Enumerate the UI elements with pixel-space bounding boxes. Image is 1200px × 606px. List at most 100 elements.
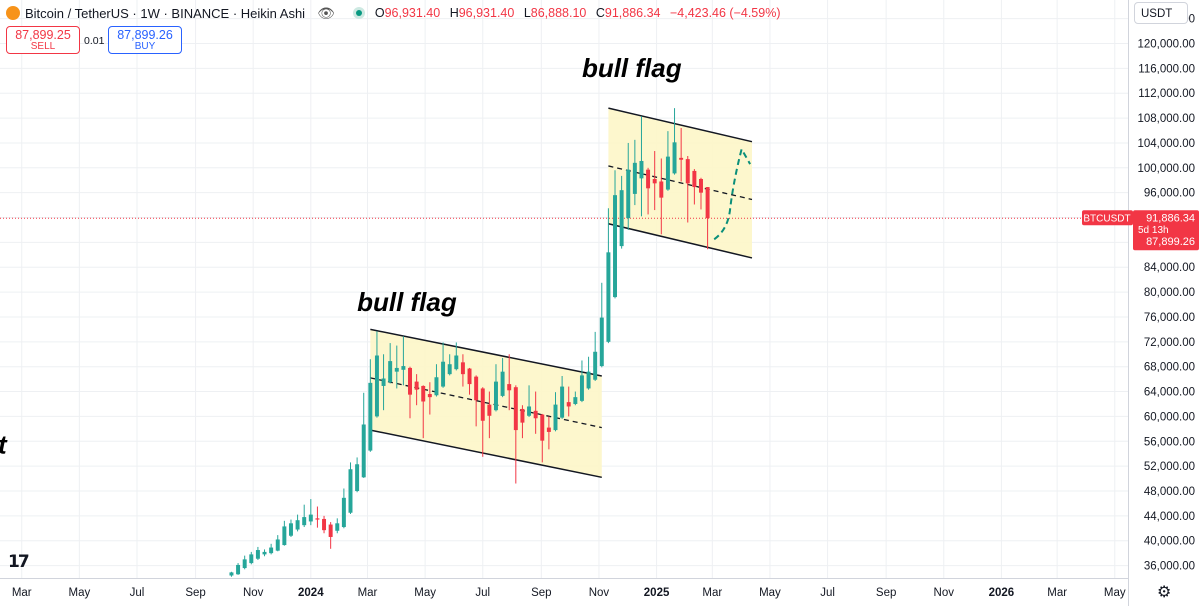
flag-channel-2024-top [370, 328, 602, 377]
candle-body [408, 367, 412, 395]
price-tick-label: 80,000.00 [1144, 287, 1195, 299]
current-price-label: 91,886.34 [1146, 213, 1195, 225]
price-tick-label: 120,000.00 [1137, 39, 1195, 51]
time-tick-label: Nov [243, 587, 264, 599]
candle-body [454, 355, 459, 370]
candle-body [427, 394, 432, 398]
ohlc-values: O96,931.40 H96,931.40 L86,888.10 C91,886… [374, 6, 781, 20]
candle-body [361, 424, 366, 478]
annotations: bull flag bull flag t [0, 53, 682, 460]
candle-body [685, 159, 690, 184]
time-tick-label: 2024 [298, 587, 324, 599]
price-tick-label: 36,000.00 [1144, 561, 1195, 573]
candle-body [632, 162, 637, 194]
time-tick-label: Mar [702, 587, 722, 599]
eye-icon[interactable]: 👁 [317, 4, 335, 21]
candle-body [480, 388, 485, 421]
candle-body [573, 397, 578, 404]
flag-channel-2025-mid [608, 165, 753, 201]
price-tick-label: 84,000.00 [1144, 262, 1195, 274]
price-tick-label: 68,000.00 [1144, 362, 1195, 374]
candle-body [705, 187, 710, 219]
price-tick-label: 72,000.00 [1144, 337, 1195, 349]
time-axis[interactable]: Mar May Jul Sep Nov 2024 Mar May Jul Sep Nov 2025 Ma… [0, 578, 1128, 606]
time-tick-label: May [68, 587, 90, 599]
time-tick-label: Nov [589, 587, 610, 599]
candle-body [441, 361, 446, 387]
price-tick-label: 108,000.00 [1137, 113, 1195, 125]
annotation-cut-text: t [0, 430, 8, 460]
candle-body [275, 539, 280, 551]
candle-body [500, 371, 505, 396]
candle-body [341, 497, 346, 528]
tradingview-logo[interactable]: 17 [8, 552, 30, 572]
candle-body [421, 385, 426, 402]
sell-button[interactable]: 87,899.25 SELL [6, 26, 80, 54]
candle-body [269, 547, 274, 554]
candle-body [467, 368, 472, 385]
candle-series [229, 108, 710, 577]
time-tick-label: May [414, 587, 436, 599]
price-tick-label: 100,000.00 [1137, 163, 1195, 175]
price-axis[interactable]: 36,000.00 40,000.00 44,000.00 48,000.00 52,0… [1128, 0, 1200, 606]
gear-icon[interactable]: ⚙ [1157, 584, 1172, 601]
time-tick-label: 2025 [644, 587, 670, 599]
price-tick-label: 56,000.00 [1144, 436, 1195, 448]
time-tick-label: 2026 [989, 587, 1015, 599]
candle-body [579, 375, 584, 401]
candle-body [692, 170, 697, 188]
time-tick-label: Nov [934, 587, 955, 599]
candle-body [368, 382, 373, 451]
flag-channel-2025-bottom [608, 223, 753, 259]
candle-body [388, 361, 393, 383]
spread-value: 0.01 [84, 35, 105, 47]
price-tick-label: 104,000.00 [1137, 138, 1195, 150]
candle-body [546, 427, 551, 432]
candle-body [639, 160, 644, 179]
candle-body [474, 376, 479, 401]
currency-selector[interactable]: USDT [1134, 2, 1188, 24]
candle-body [381, 378, 386, 386]
candle-body [533, 410, 538, 419]
candle-body [619, 190, 624, 247]
price-tick-label: 48,000.00 [1144, 486, 1195, 498]
price-axis-bg [1128, 0, 1200, 606]
candle-body [328, 524, 333, 537]
candle-body [606, 252, 611, 342]
annotation-bull-flag-2025: bull flag [582, 53, 682, 83]
bid-price-label: 87,899.26 [1146, 236, 1195, 248]
chart-header: Bitcoin / TetherUS · 1W · BINANCE · Heik… [0, 0, 1128, 26]
candle-body [540, 414, 545, 441]
candle-body [659, 181, 664, 198]
time-tick-label: Mar [12, 587, 32, 599]
symbol-title[interactable]: Bitcoin / TetherUS · 1W · BINANCE · Heik… [25, 5, 306, 21]
projection-path [713, 146, 751, 241]
flag-channel-2024-bottom [370, 429, 602, 479]
price-tick-label: 64,000.00 [1144, 387, 1195, 399]
candle-body [335, 523, 340, 531]
candle-body [308, 514, 313, 522]
candle-body [348, 469, 353, 513]
current-price-tag [1133, 210, 1199, 251]
time-tick-label: May [1104, 587, 1126, 599]
candle-body [242, 559, 247, 569]
buy-button[interactable]: 87,899.26 BUY [108, 26, 182, 54]
candle-body [460, 362, 465, 375]
candle-body [507, 384, 512, 391]
time-tick-label: Sep [531, 587, 551, 599]
projection-dashed-line [713, 146, 751, 241]
candle-body [566, 402, 571, 407]
candle-body [355, 464, 360, 491]
candle-body [665, 156, 670, 190]
candle-body [613, 195, 617, 298]
candle-body [593, 351, 598, 380]
candle-body [527, 406, 532, 416]
candle-body [282, 526, 287, 546]
candle-body [652, 178, 657, 184]
symbol-tag [1082, 210, 1133, 226]
candle-body [295, 520, 300, 530]
candle-body [493, 381, 498, 411]
candle-body [699, 178, 703, 193]
